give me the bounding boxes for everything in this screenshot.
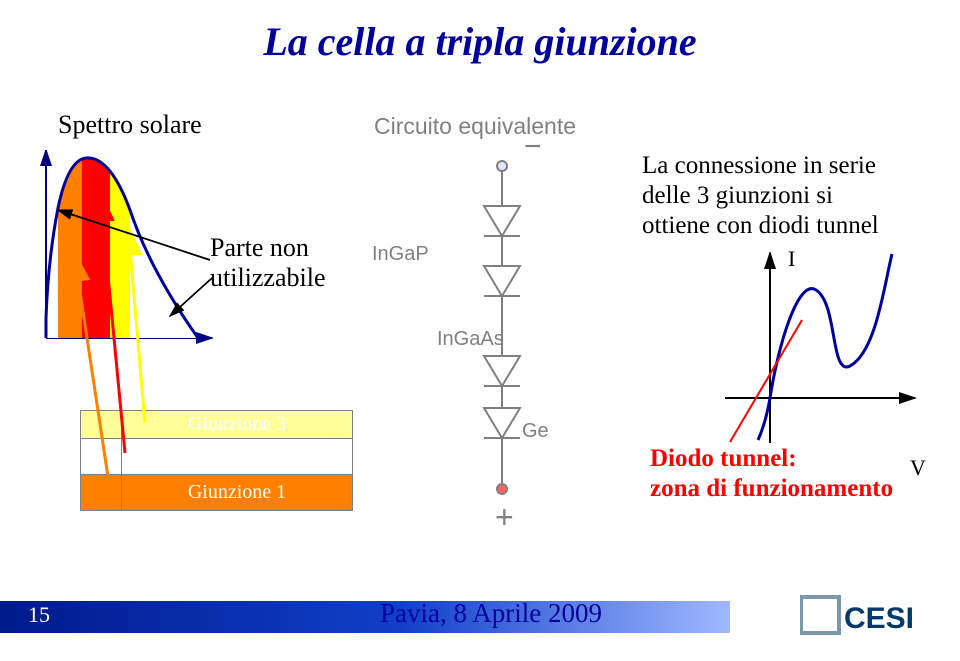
cesi-logo: CESI xyxy=(800,591,930,639)
page-number: 15 xyxy=(28,602,50,628)
ge-label: Ge xyxy=(522,420,549,443)
ingap-label: InGaP xyxy=(372,243,429,266)
circuito-label: Circuito equivalente xyxy=(374,113,576,140)
conn-text-2: delle 3 giunzioni si xyxy=(642,182,833,210)
junction-table: Giunzione 3Giunzione 2Giunzione 1 xyxy=(80,410,353,511)
junction-label: Giunzione 3 xyxy=(122,411,353,439)
junction-label: Giunzione 1 xyxy=(122,475,353,511)
i-axis-label: I xyxy=(788,246,795,272)
iv-curve xyxy=(720,248,920,448)
junction-label: Giunzione 2 xyxy=(122,439,353,475)
junction-swatch xyxy=(81,411,122,439)
ingaas-label: InGaAs xyxy=(437,328,504,351)
parte-non-label-1: Parte non xyxy=(210,233,309,263)
diodo-label-2: zona di funzionamento xyxy=(650,475,893,503)
junction-swatch xyxy=(81,475,122,511)
conn-text-3: ottiene con diodi tunnel xyxy=(642,212,879,240)
svg-text:−: − xyxy=(524,140,542,163)
footer-text: Pavia, 8 Aprile 2009 xyxy=(380,598,602,629)
slide-title: La cella a tripla giunzione xyxy=(0,18,960,65)
junction-swatch xyxy=(81,439,122,475)
footer-bar xyxy=(0,601,730,633)
conn-text-1: La connessione in serie xyxy=(642,152,876,180)
logo-text: CESI xyxy=(844,602,914,635)
svg-text:+: + xyxy=(495,499,514,535)
diodo-label-1: Diodo tunnel: xyxy=(650,445,797,473)
v-axis-label: V xyxy=(910,455,926,481)
parte-non-label-2: utilizzabile xyxy=(210,263,326,293)
spectrum-label: Spettro solare xyxy=(58,110,202,140)
